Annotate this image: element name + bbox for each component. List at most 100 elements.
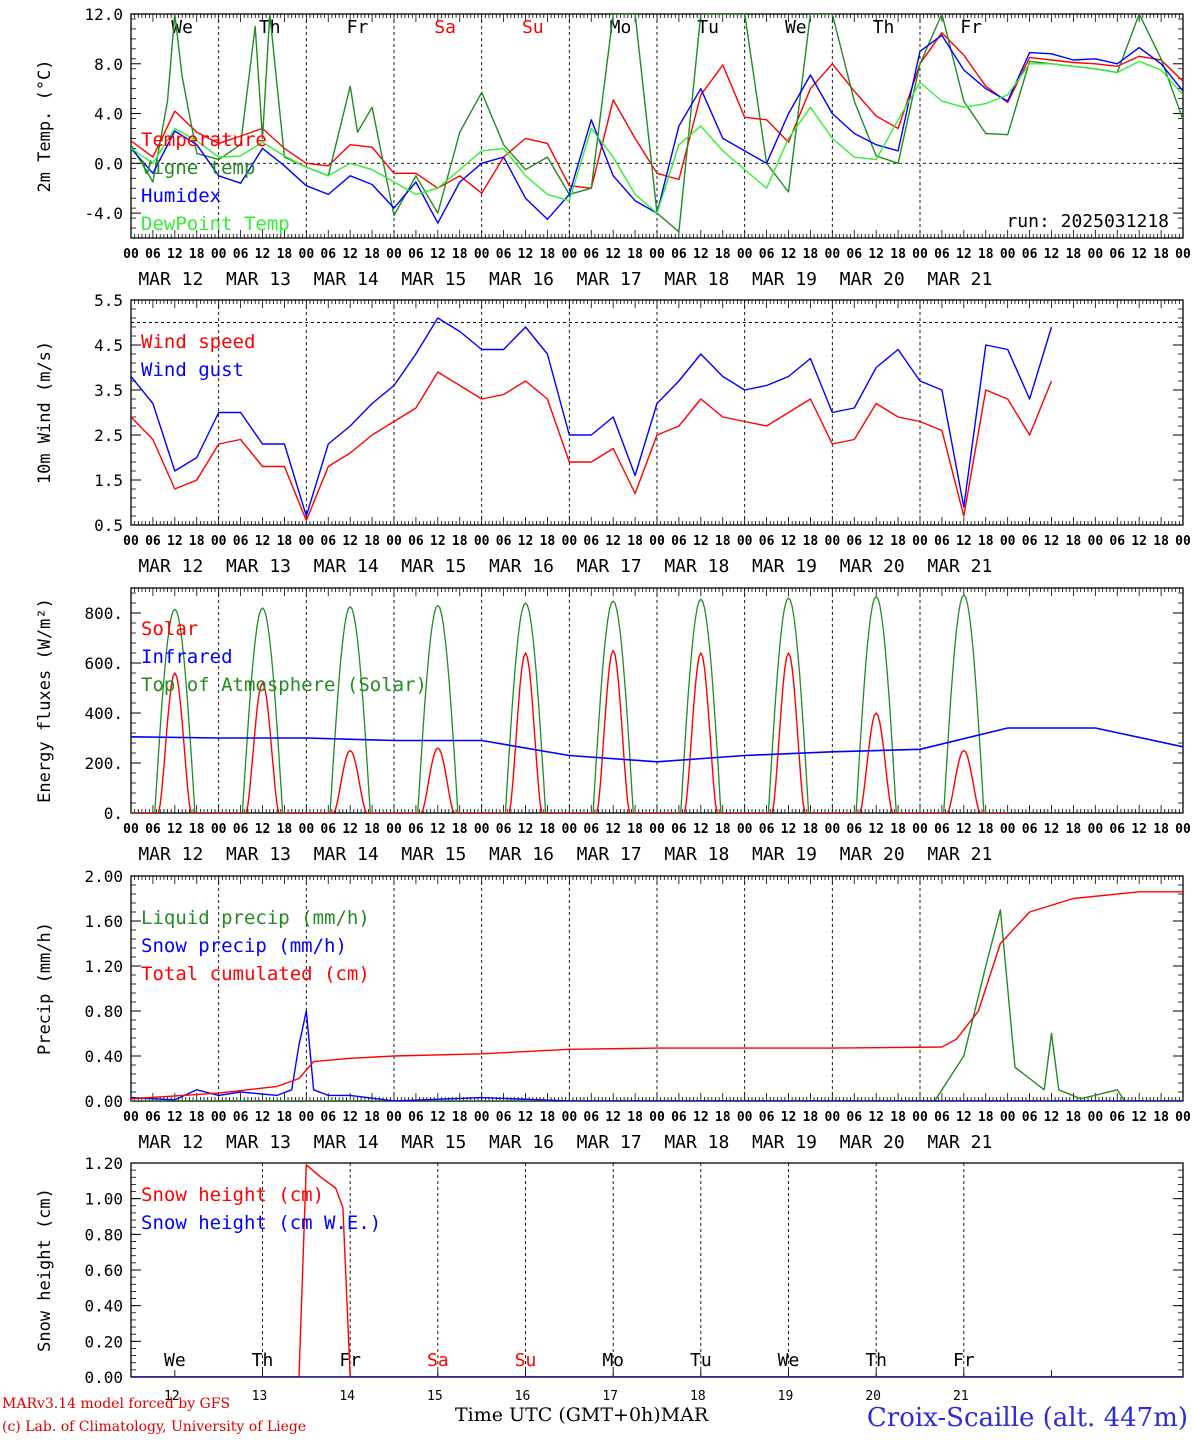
date-label: MAR 15 bbox=[401, 556, 466, 577]
hour-tick-label: 00 bbox=[1175, 1110, 1191, 1125]
date-label: MAR 14 bbox=[314, 556, 379, 577]
hour-tick-label: 12 bbox=[1131, 822, 1147, 837]
day-name: We bbox=[778, 1350, 800, 1371]
hour-tick-label: 18 bbox=[627, 534, 643, 549]
hour-tick-label: 06 bbox=[1022, 1110, 1038, 1125]
y-tick-label: 0.80 bbox=[84, 1225, 123, 1244]
hour-tick-label: 00 bbox=[912, 534, 928, 549]
hour-tick-label: 00 bbox=[1088, 822, 1104, 837]
plot-frame bbox=[131, 588, 1183, 813]
hour-tick-label: 00 bbox=[825, 822, 841, 837]
hour-tick-label: 18 bbox=[277, 1110, 293, 1125]
hour-tick-label: 18 bbox=[452, 534, 468, 549]
hour-tick-label: 00 bbox=[386, 1110, 402, 1125]
hour-tick-label: 00 bbox=[211, 822, 227, 837]
hour-tick-label: 18 bbox=[1066, 534, 1082, 549]
hour-tick-label: 18 bbox=[189, 247, 205, 262]
date-label: MAR 16 bbox=[489, 1132, 554, 1153]
y-axis-label: Snow height (cm) bbox=[35, 1188, 55, 1352]
hour-tick-label: 06 bbox=[233, 247, 249, 262]
legend-entry: Wind gust bbox=[141, 359, 244, 381]
hour-tick-label: 12 bbox=[255, 247, 271, 262]
hour-tick-label: 12 bbox=[342, 822, 358, 837]
hour-tick-label: 00 bbox=[1088, 1110, 1104, 1125]
hour-tick-label: 00 bbox=[912, 822, 928, 837]
y-tick-label: 0.00 bbox=[84, 1368, 123, 1387]
day-name: Fr bbox=[953, 1350, 975, 1371]
hour-tick-label: 18 bbox=[627, 1110, 643, 1125]
hour-tick-label: 18 bbox=[803, 534, 819, 549]
hour-tick-label: 18 bbox=[715, 822, 731, 837]
date-label: MAR 12 bbox=[138, 1132, 203, 1153]
hour-tick-label: 18 bbox=[189, 822, 205, 837]
hour-tick-label: 06 bbox=[583, 534, 599, 549]
date-label: MAR 16 bbox=[489, 844, 554, 865]
hour-tick-label: 12 bbox=[430, 247, 446, 262]
date-label: MAR 13 bbox=[226, 1132, 291, 1153]
hour-tick-label: 12 bbox=[518, 822, 534, 837]
hour-tick-label: 06 bbox=[1109, 247, 1125, 262]
date-label: MAR 21 bbox=[927, 1132, 992, 1153]
hour-tick-label: 18 bbox=[715, 247, 731, 262]
date-label: MAR 17 bbox=[577, 1132, 642, 1153]
y-tick-label: 5.5 bbox=[94, 291, 123, 310]
hour-tick-label: 12 bbox=[868, 822, 884, 837]
hour-tick-label: 06 bbox=[846, 1110, 862, 1125]
date-label: MAR 18 bbox=[664, 844, 729, 865]
hour-tick-label: 12 bbox=[868, 1110, 884, 1125]
hour-tick-label: 18 bbox=[803, 822, 819, 837]
hour-tick-label: 12 bbox=[1044, 1110, 1060, 1125]
hour-tick-label: 06 bbox=[145, 1110, 161, 1125]
hour-tick-label: 00 bbox=[1000, 1110, 1016, 1125]
hour-tick-label: 18 bbox=[715, 534, 731, 549]
hour-tick-label: 00 bbox=[386, 822, 402, 837]
hour-tick-label: 06 bbox=[233, 534, 249, 549]
hour-tick-label: 06 bbox=[233, 822, 249, 837]
hour-tick-label: 12 bbox=[167, 1110, 183, 1125]
hour-tick-label: 06 bbox=[846, 822, 862, 837]
day-number: 13 bbox=[252, 1389, 268, 1404]
y-tick-label: 1.00 bbox=[84, 1190, 123, 1209]
hour-tick-label: 12 bbox=[167, 534, 183, 549]
day-number: 20 bbox=[865, 1389, 881, 1404]
date-label: MAR 21 bbox=[927, 269, 992, 290]
hour-tick-label: 12 bbox=[1044, 822, 1060, 837]
hour-tick-label: 06 bbox=[320, 534, 336, 549]
plot-frame bbox=[131, 14, 1183, 238]
x-axis-label: Time UTC (GMT+0h) bbox=[455, 1404, 661, 1426]
date-label: MAR 14 bbox=[314, 1132, 379, 1153]
y-tick-label: 12.0 bbox=[84, 5, 123, 24]
day-name: Fr bbox=[347, 17, 369, 38]
lab-credit: (c) Lab. of Climatology, University of L… bbox=[2, 1419, 306, 1435]
hour-tick-label: 12 bbox=[255, 534, 271, 549]
legend-entry: DewPoint Temp bbox=[141, 213, 290, 235]
legend-entry: Total cumulated (cm) bbox=[141, 963, 370, 985]
hour-tick-label: 06 bbox=[145, 534, 161, 549]
hour-tick-label: 00 bbox=[912, 1110, 928, 1125]
date-label: MAR 20 bbox=[840, 844, 905, 865]
hour-tick-label: 00 bbox=[474, 1110, 490, 1125]
hour-tick-label: 00 bbox=[211, 247, 227, 262]
hour-tick-label: 06 bbox=[408, 1110, 424, 1125]
hour-tick-label: 18 bbox=[277, 822, 293, 837]
hour-tick-label: 06 bbox=[1022, 822, 1038, 837]
hour-tick-label: 18 bbox=[627, 247, 643, 262]
date-label: MAR 17 bbox=[577, 556, 642, 577]
hour-tick-label: 18 bbox=[1066, 247, 1082, 262]
hour-tick-label: 18 bbox=[1153, 247, 1169, 262]
y-tick-label: 1.5 bbox=[94, 471, 123, 490]
y-tick-label: 4.0 bbox=[94, 105, 123, 124]
hour-tick-label: 18 bbox=[803, 247, 819, 262]
series-wind-speed bbox=[131, 372, 1052, 521]
date-label: MAR 12 bbox=[138, 556, 203, 577]
hour-tick-label: 18 bbox=[540, 1110, 556, 1125]
hour-tick-label: 00 bbox=[299, 822, 315, 837]
hour-tick-label: 06 bbox=[320, 822, 336, 837]
hour-tick-label: 18 bbox=[715, 1110, 731, 1125]
hour-tick-label: 18 bbox=[452, 247, 468, 262]
day-name: Tu bbox=[690, 1350, 712, 1371]
day-name: We bbox=[785, 17, 807, 38]
hour-tick-label: 00 bbox=[562, 1110, 578, 1125]
y-axis-label: 2m Temp. (°C) bbox=[35, 59, 55, 192]
y-tick-label: 200. bbox=[84, 754, 123, 773]
